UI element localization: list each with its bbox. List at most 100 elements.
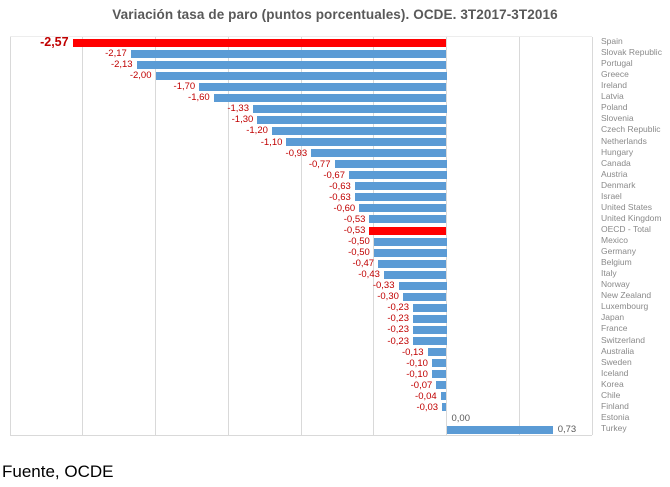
category-label: Finland	[601, 400, 629, 411]
bar	[369, 226, 447, 235]
value-label: -0,10	[406, 368, 428, 380]
value-label: -1,30	[231, 114, 254, 126]
category-label: Mexico	[601, 235, 628, 245]
gridline	[518, 37, 520, 435]
category-label: Ireland	[601, 80, 627, 91]
category-label: United States	[601, 201, 653, 212]
value-label: -0,50	[348, 247, 370, 259]
gridline	[9, 37, 11, 435]
category-label: Chile	[601, 389, 621, 400]
category-label: Slovak Republic	[601, 47, 662, 58]
gridline	[373, 37, 375, 435]
category-label: United Kingdom	[601, 212, 662, 223]
bar	[413, 314, 447, 323]
bar	[286, 138, 447, 146]
value-label: -0,93	[285, 147, 308, 159]
category-label: Austria	[601, 168, 628, 179]
value-label: -0,53	[343, 224, 366, 236]
category-label: Israel	[601, 190, 622, 201]
category-label: Belgium	[601, 257, 632, 268]
category-label: Estonia	[601, 411, 630, 422]
value-label: -0,63	[329, 191, 351, 203]
value-label: -0,23	[387, 335, 409, 347]
category-label: Turkey	[601, 422, 627, 433]
bar	[446, 425, 553, 434]
bar	[373, 237, 447, 246]
category-label: Poland	[601, 102, 628, 113]
bar	[253, 104, 447, 113]
chart-title: Variación tasa de paro (puntos porcentua…	[112, 7, 558, 22]
category-label: Czech Republic	[601, 124, 661, 135]
value-label: -0,53	[343, 213, 366, 225]
value-label: -0,50	[348, 236, 370, 247]
category-label: Denmark	[601, 179, 636, 190]
category-label: Latvia	[601, 91, 624, 102]
bar	[369, 215, 447, 224]
category-label: Netherlands	[601, 135, 647, 146]
bar	[257, 115, 447, 124]
bar	[378, 259, 447, 268]
value-label: -2,17	[105, 48, 127, 60]
bar	[359, 204, 447, 213]
value-label: -1,60	[188, 92, 210, 104]
category-label: New Zealand	[601, 290, 652, 301]
bar	[436, 381, 447, 390]
bar	[383, 270, 447, 279]
bar	[155, 71, 447, 80]
value-label: -1,10	[260, 136, 283, 148]
value-label: -2,57	[40, 35, 69, 49]
bar	[431, 359, 447, 368]
bar	[354, 193, 447, 202]
bar	[431, 370, 447, 379]
bar	[311, 149, 447, 158]
bar	[334, 160, 447, 169]
bar	[136, 60, 447, 69]
value-label: -0,30	[377, 291, 399, 303]
category-label: Spain	[601, 36, 623, 46]
value-label: -0,47	[352, 258, 375, 270]
category-label: Portugal	[601, 58, 633, 69]
gridline	[591, 37, 593, 435]
bar	[354, 182, 447, 191]
value-label: -0,63	[329, 180, 351, 192]
value-label: -0,07	[410, 379, 433, 391]
value-label: -0,67	[323, 169, 345, 181]
bar	[442, 403, 447, 412]
value-label: -1,33	[227, 103, 249, 115]
value-label: -0,43	[358, 269, 380, 281]
bar	[413, 303, 447, 312]
category-label: Japan	[601, 312, 625, 323]
value-label: -0,33	[372, 280, 395, 292]
bar	[213, 93, 447, 102]
category-label: Korea	[601, 378, 624, 389]
bar	[402, 292, 447, 301]
category-label: Slovenia	[601, 113, 634, 124]
value-label: -0,60	[333, 202, 356, 214]
bar	[349, 171, 447, 180]
category-label: Sweden	[601, 356, 632, 367]
value-label: -0,23	[387, 324, 409, 336]
gridline	[227, 37, 229, 435]
value-label: -2,00	[129, 70, 152, 82]
category-label: Greece	[601, 69, 629, 80]
gridline	[446, 37, 447, 435]
bar	[130, 49, 447, 58]
gridline	[82, 37, 84, 435]
category-label: OECD - Total	[601, 223, 651, 234]
gridline	[155, 37, 156, 435]
bar	[373, 248, 447, 257]
category-label: Switzerland	[601, 334, 645, 345]
bar	[440, 392, 447, 401]
value-label: -0,13	[401, 346, 424, 358]
category-label: Norway	[601, 279, 630, 290]
bar	[72, 38, 447, 47]
category-label: Australia	[601, 345, 635, 356]
gridline	[300, 37, 302, 435]
category-labels: Spain Slovak Republic Portugal Greece Irelan…	[601, 36, 669, 434]
bar	[413, 326, 447, 334]
value-label: -0,04	[415, 390, 437, 402]
bar	[427, 348, 447, 357]
bar	[413, 337, 447, 345]
category-label: France	[601, 323, 628, 334]
